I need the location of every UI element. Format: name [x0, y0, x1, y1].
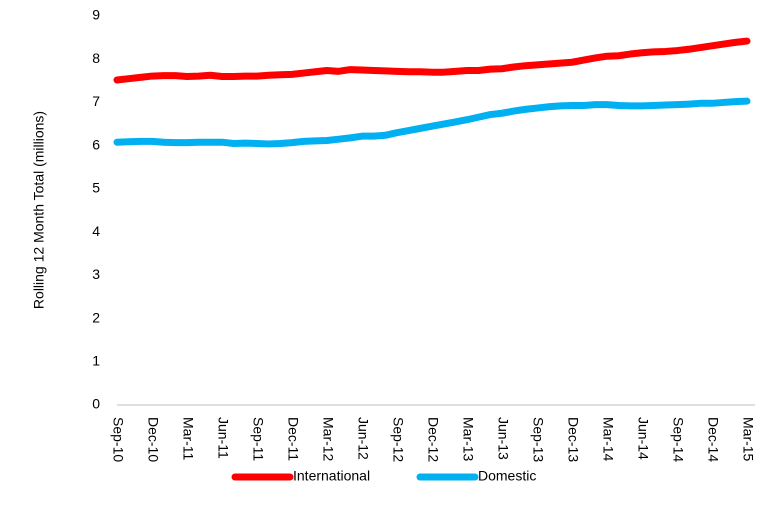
x-tick-label: Mar-14 — [600, 417, 616, 462]
x-tick-label: Jun-13 — [495, 417, 511, 460]
x-tick-label: Jun-14 — [635, 417, 651, 460]
x-tick-label: Dec-11 — [285, 417, 301, 461]
y-tick-label: 4 — [92, 223, 100, 239]
y-tick-label: 2 — [92, 309, 100, 325]
legend-label: Domestic — [478, 468, 536, 484]
x-tick-label: Sep-13 — [530, 417, 546, 462]
y-tick-label: 1 — [92, 352, 100, 368]
x-tick-label: Sep-12 — [390, 417, 406, 462]
x-tick-label: Sep-14 — [670, 417, 686, 462]
x-tick-label: Jun-12 — [355, 417, 371, 460]
y-tick-label: 9 — [92, 7, 100, 23]
y-tick-label: 7 — [92, 93, 100, 109]
y-tick-label: 3 — [92, 266, 100, 282]
x-tick-label: Mar-13 — [460, 417, 476, 462]
x-tick-label: Mar-12 — [320, 417, 336, 462]
x-tick-label: Sep-10 — [110, 417, 126, 462]
x-tick-label: Mar-15 — [740, 417, 756, 462]
y-tick-label: 0 — [92, 396, 100, 412]
x-tick-label: Dec-10 — [145, 417, 161, 462]
y-tick-label: 5 — [92, 180, 100, 196]
x-tick-label: Mar-11 — [180, 417, 196, 461]
y-tick-label: 6 — [92, 136, 100, 152]
x-tick-label: Sep-11 — [250, 417, 266, 461]
x-tick-label: Jun-11 — [215, 417, 231, 459]
y-tick-label: 8 — [92, 50, 100, 66]
legend-label: International — [293, 468, 370, 484]
x-tick-label: Dec-12 — [425, 417, 441, 462]
series-line — [113, 37, 751, 84]
series-line — [113, 97, 751, 148]
y-axis-title: Rolling 12 Month Total (millions) — [31, 111, 47, 309]
x-tick-label: Dec-14 — [705, 417, 721, 462]
x-tick-label: Dec-13 — [565, 417, 581, 462]
